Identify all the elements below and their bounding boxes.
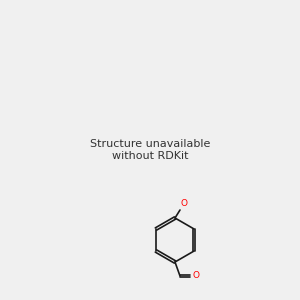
Text: O: O — [181, 200, 188, 208]
Text: O: O — [193, 272, 200, 280]
Text: Structure unavailable
without RDKit: Structure unavailable without RDKit — [90, 139, 210, 161]
